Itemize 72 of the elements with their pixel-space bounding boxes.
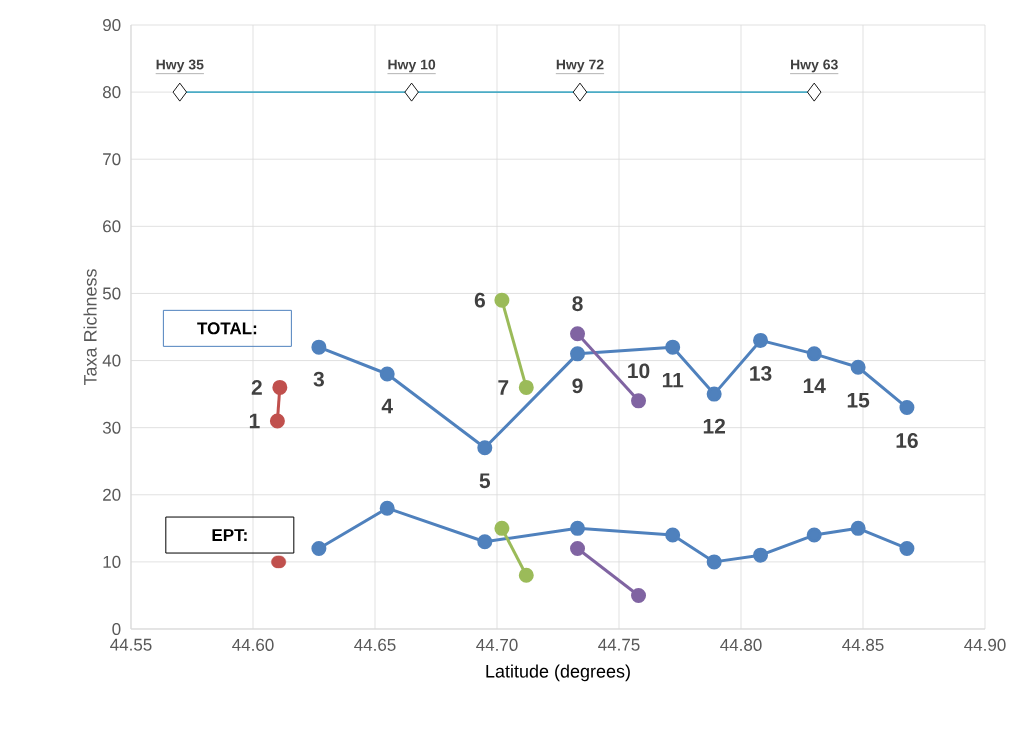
point <box>494 520 510 536</box>
y-tick-label: 30 <box>102 421 121 434</box>
point <box>850 520 866 536</box>
y-tick-label: 60 <box>103 220 121 233</box>
annotation: 6 <box>474 292 485 308</box>
y-axis-title: Taxa Richness <box>83 269 97 386</box>
annotation: 2 <box>251 380 262 395</box>
annotation: 3 <box>313 371 324 387</box>
x-tick-label: 44.60 <box>232 638 274 651</box>
annotation: 11 <box>662 372 684 388</box>
point <box>850 359 866 375</box>
annotation: 15 <box>847 392 870 408</box>
annotation: TOTAL: <box>197 322 257 335</box>
annotation: 13 <box>750 365 772 381</box>
point <box>379 366 395 382</box>
data-label: Hwy 10 <box>388 59 436 73</box>
point <box>570 540 586 556</box>
point <box>570 520 586 536</box>
x-tick-label: 44.75 <box>598 638 640 651</box>
point <box>665 527 681 543</box>
x-tick-label: 44.65 <box>354 638 396 651</box>
point <box>631 393 647 409</box>
x-axis-title: Latitude (degrees) <box>486 664 630 682</box>
annotation: 9 <box>572 378 583 394</box>
annotation: 1 <box>249 413 260 429</box>
annotation: EPT: <box>212 529 247 541</box>
annotation: 16 <box>896 433 918 448</box>
point <box>706 554 722 570</box>
data-label: Hwy 35 <box>156 59 204 73</box>
y-tick-label: 40 <box>102 354 121 367</box>
y-tick-label: 80 <box>102 86 121 99</box>
point <box>631 587 647 603</box>
x-tick-label: 44.55 <box>110 638 152 651</box>
y-tick-label: 0 <box>112 622 121 636</box>
y-tick-label: 90 <box>103 18 121 32</box>
annotation: 5 <box>479 473 491 489</box>
y-tick-label: 10 <box>103 555 121 568</box>
y-tick-label: 50 <box>102 287 121 300</box>
x-tick-label: 44.70 <box>476 638 518 651</box>
point <box>269 413 285 429</box>
point <box>570 346 586 362</box>
point <box>753 547 769 563</box>
point <box>570 326 586 342</box>
annotation: 7 <box>498 380 509 395</box>
annotation: 8 <box>572 296 583 312</box>
annotation: 12 <box>703 418 726 434</box>
point <box>494 292 510 308</box>
point <box>899 400 915 416</box>
point <box>477 440 493 456</box>
data-label: Hwy 63 <box>791 59 838 73</box>
point <box>477 534 493 550</box>
point <box>518 567 534 583</box>
y-tick-label: 20 <box>103 488 121 501</box>
data-label: Hwy 72 <box>556 59 604 73</box>
point <box>311 339 327 355</box>
x-tick-label: 44.85 <box>842 638 884 651</box>
point <box>311 540 327 556</box>
point <box>665 339 681 355</box>
annotation: 10 <box>628 363 650 379</box>
point <box>806 527 822 543</box>
x-tick-label: 44.90 <box>964 638 1006 651</box>
annotation: 14 <box>803 378 826 394</box>
point <box>272 379 288 395</box>
x-tick-label: 44.80 <box>720 638 762 651</box>
point <box>706 386 722 402</box>
point <box>379 500 395 516</box>
point <box>899 540 915 556</box>
point <box>753 332 769 348</box>
point <box>806 346 822 362</box>
point <box>518 379 534 395</box>
annotation: 4 <box>381 398 393 414</box>
y-tick-label: 70 <box>103 153 121 166</box>
